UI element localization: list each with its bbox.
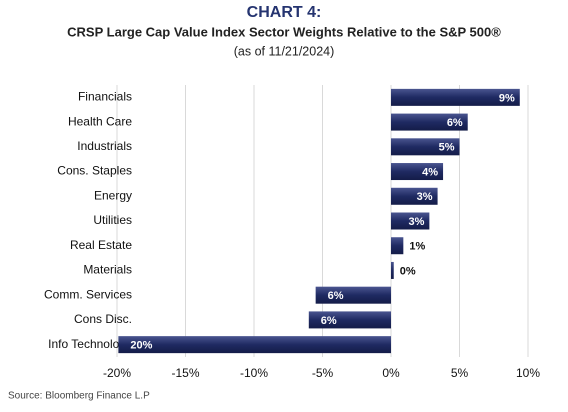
chart-title: CHART 4: xyxy=(247,4,322,21)
y-tick-label: Industrials xyxy=(77,139,132,153)
x-tick-label: -10% xyxy=(240,366,268,380)
value-label: 5% xyxy=(439,142,455,154)
x-tick-label: 5% xyxy=(451,366,469,380)
x-tick-label: 0% xyxy=(382,366,400,380)
bar xyxy=(391,138,460,156)
value-label: 4% xyxy=(422,166,438,178)
chart-subtitle: CRSP Large Cap Value Index Sector Weight… xyxy=(67,24,501,39)
y-tick-label: Health Care xyxy=(68,114,132,128)
y-tick-label: Financials xyxy=(78,90,132,104)
y-tick-label: Energy xyxy=(94,188,132,202)
x-tick-label: -5% xyxy=(312,366,334,380)
x-tick-label: 10% xyxy=(516,366,540,380)
bar xyxy=(391,88,520,106)
bar xyxy=(391,261,394,279)
value-label: 3% xyxy=(417,191,433,203)
y-tick-label: Real Estate xyxy=(70,238,132,252)
bar xyxy=(308,311,391,329)
value-label: 6% xyxy=(447,117,463,129)
value-label: 9% xyxy=(499,92,515,104)
value-label: 6% xyxy=(328,290,344,302)
bar xyxy=(118,336,392,354)
x-tick-label: -15% xyxy=(171,366,199,380)
y-tick-label: Cons. Staples xyxy=(57,164,132,178)
value-label: 20% xyxy=(130,340,152,352)
bar xyxy=(391,113,468,131)
value-label: 0% xyxy=(400,265,416,277)
value-label: 6% xyxy=(321,315,337,327)
y-tick-label: Comm. Services xyxy=(44,287,132,301)
value-label: 1% xyxy=(409,241,425,253)
bar xyxy=(391,163,444,181)
bar xyxy=(391,212,430,230)
chart-date: (as of 11/21/2024) xyxy=(234,44,335,58)
y-tick-label: Info Technology xyxy=(48,337,132,351)
bar xyxy=(391,187,438,205)
y-tick-label: Cons Disc. xyxy=(74,312,132,326)
source: Source: Bloomberg Finance L.P xyxy=(8,391,150,402)
y-tick-label: Materials xyxy=(83,263,132,277)
x-tick-label: -20% xyxy=(103,366,131,380)
bar xyxy=(315,286,391,304)
value-label: 3% xyxy=(408,216,424,228)
bar xyxy=(391,237,404,255)
y-tick-label: Utilities xyxy=(93,213,132,227)
